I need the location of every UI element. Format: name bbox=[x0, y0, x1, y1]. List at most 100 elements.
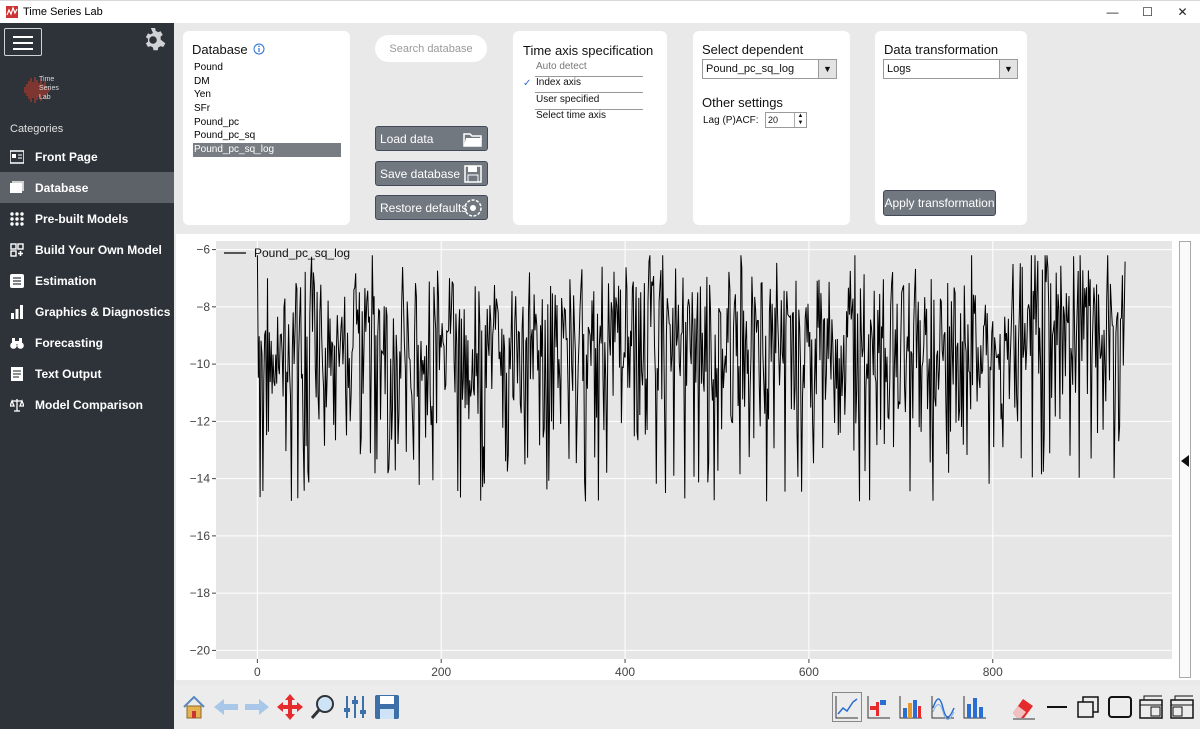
sliders-icon bbox=[344, 696, 366, 718]
time-series-chart: 0 200 400 600 800 −6 −8 −10 −12 −14 −16 −18 −20 Pound… bbox=[190, 241, 1172, 679]
sidebar-item-build-your-own-model[interactable]: Build Your Own Model bbox=[0, 234, 174, 265]
y-tick-label: −20 bbox=[190, 643, 211, 657]
home-button[interactable] bbox=[179, 692, 209, 722]
y-tick-label: −16 bbox=[190, 529, 211, 543]
spin-arrows-icon[interactable]: ▲ ▼ bbox=[794, 113, 806, 127]
bar-chart-icon bbox=[963, 696, 986, 719]
collapse-arrow-icon[interactable] bbox=[1181, 455, 1190, 467]
sidebar-item-forecasting[interactable]: Forecasting bbox=[0, 327, 174, 358]
colored-bars-icon bbox=[867, 696, 890, 719]
y-tick-label: −10 bbox=[190, 357, 211, 371]
menu-icon[interactable] bbox=[4, 28, 42, 56]
time-option-user-specified[interactable]: User specified bbox=[535, 94, 643, 110]
y-tick-label: −12 bbox=[190, 414, 211, 428]
sidebar-item-model-comparison[interactable]: Model Comparison bbox=[0, 389, 174, 420]
y-tick-label: −18 bbox=[190, 586, 211, 600]
load-data-button[interactable]: Load data bbox=[375, 126, 488, 151]
seasonal-plot-button[interactable] bbox=[864, 692, 894, 722]
x-tick-label: 600 bbox=[799, 665, 819, 679]
load-data-label: Load data bbox=[380, 131, 434, 146]
search-input[interactable]: Search database bbox=[375, 35, 487, 62]
sidebar-item-database[interactable]: Database bbox=[0, 172, 174, 203]
sidebar-item-label: Database bbox=[35, 180, 89, 195]
histogram-button[interactable] bbox=[896, 692, 926, 722]
database-list-item[interactable]: Pound_pc_sq bbox=[194, 130, 256, 142]
lag-acf-label: Lag (P)ACF: bbox=[703, 115, 759, 126]
y-tick-label: −14 bbox=[190, 472, 211, 486]
close-button[interactable]: ✕ bbox=[1177, 5, 1188, 19]
title-bar: Time Series Lab — ☐ ✕ bbox=[0, 0, 1200, 23]
clear-button[interactable] bbox=[1008, 692, 1038, 722]
y-tick-label: −6 bbox=[196, 243, 210, 257]
x-tick-label: 200 bbox=[431, 665, 451, 679]
gear-icon[interactable] bbox=[140, 27, 166, 53]
info-icon[interactable] bbox=[253, 43, 265, 55]
maximize-button[interactable]: ☐ bbox=[1142, 5, 1153, 19]
sidebar-item-pre-built-models[interactable]: Pre-built Models bbox=[0, 203, 174, 234]
database-icon bbox=[10, 180, 24, 193]
minus-icon bbox=[1047, 706, 1067, 708]
time-axis-panel: Time axis specification Auto detect ✓ In… bbox=[513, 31, 667, 225]
time-option-select-time-axis[interactable]: Select time axis bbox=[536, 110, 607, 121]
line-chart-icon bbox=[835, 696, 858, 719]
database-list-item[interactable]: Yen bbox=[194, 89, 211, 101]
lag-acf-spinbox[interactable]: 20 ▲ ▼ bbox=[765, 112, 807, 128]
database-list: Pound DM Yen SFr Pound_pc Pound_pc_sq Pound_pc… bbox=[193, 61, 341, 157]
minimize-panel-button[interactable] bbox=[1042, 692, 1072, 722]
database-list-item[interactable]: SFr bbox=[194, 103, 211, 115]
restore-panel-button[interactable] bbox=[1073, 692, 1103, 722]
logo-waveform-icon bbox=[24, 77, 50, 103]
layout-icon bbox=[1139, 695, 1163, 719]
eraser-icon bbox=[1013, 699, 1035, 720]
logo-text: Time Series Lab bbox=[39, 76, 59, 101]
zoom-button[interactable] bbox=[308, 692, 338, 722]
x-tick-label: 0 bbox=[254, 665, 261, 679]
window-layout-alt-button[interactable] bbox=[1167, 692, 1197, 722]
line-plot-button[interactable] bbox=[832, 692, 862, 722]
database-list-item[interactable]: Pound_pc bbox=[194, 116, 240, 128]
maximize-panel-button[interactable] bbox=[1105, 692, 1135, 722]
sidebar: Time Series Lab Categories Front Page Da… bbox=[0, 23, 174, 729]
app-icon bbox=[6, 6, 18, 18]
dependent-variable-value: Pound_pc_sq_log bbox=[706, 63, 795, 75]
chart-icon bbox=[11, 304, 23, 319]
binoculars-icon bbox=[10, 337, 24, 349]
chevron-down-icon: ▼ bbox=[999, 60, 1017, 78]
restore-defaults-button[interactable]: Restore defaults bbox=[375, 195, 488, 220]
dependent-variable-select[interactable]: Pound_pc_sq_log ▼ bbox=[702, 59, 837, 79]
back-button[interactable] bbox=[211, 692, 241, 722]
pan-button[interactable] bbox=[275, 692, 305, 722]
window-layout-button[interactable] bbox=[1136, 692, 1166, 722]
save-database-button[interactable]: Save database bbox=[375, 161, 488, 186]
sidebar-item-graphics-diagnostics[interactable]: Graphics & Diagnostics bbox=[0, 296, 174, 327]
sidebar-item-text-output[interactable]: Text Output bbox=[0, 358, 174, 389]
save-figure-button[interactable] bbox=[372, 692, 402, 722]
home-icon bbox=[183, 695, 205, 719]
other-settings-title: Other settings bbox=[702, 95, 783, 110]
wave-icon bbox=[931, 696, 955, 720]
transformation-select[interactable]: Logs ▼ bbox=[883, 59, 1018, 79]
configure-subplots-button[interactable] bbox=[340, 692, 370, 722]
text-icon bbox=[11, 366, 23, 381]
time-option-auto-detect[interactable]: Auto detect bbox=[535, 61, 643, 77]
sidebar-item-estimation[interactable]: Estimation bbox=[0, 265, 174, 296]
spectrum-plot-button[interactable] bbox=[928, 692, 958, 722]
database-list-item[interactable]: DM bbox=[194, 75, 210, 87]
check-icon: ✓ bbox=[523, 78, 532, 89]
grid-icon bbox=[10, 211, 24, 226]
arrow-left-icon bbox=[214, 699, 238, 715]
comparison-icon bbox=[10, 398, 24, 412]
apply-transformation-button[interactable]: Apply transformation bbox=[883, 190, 996, 216]
forward-button[interactable] bbox=[242, 692, 272, 722]
database-list-item[interactable]: Pound bbox=[194, 62, 223, 73]
time-option-index-axis[interactable]: Index axis bbox=[535, 77, 643, 93]
window-title: Time Series Lab bbox=[23, 6, 103, 18]
minimize-button[interactable]: — bbox=[1106, 5, 1119, 19]
restore-gear-icon bbox=[464, 199, 482, 217]
database-list-item[interactable]: Pound_pc_sq_log bbox=[193, 143, 341, 157]
layout-alt-icon bbox=[1170, 695, 1194, 719]
magnifier-icon bbox=[310, 695, 334, 719]
legend-label: Pound_pc_sq_log bbox=[254, 246, 350, 260]
sidebar-item-front-page[interactable]: Front Page bbox=[0, 141, 174, 172]
bar-chart-button[interactable] bbox=[960, 692, 990, 722]
